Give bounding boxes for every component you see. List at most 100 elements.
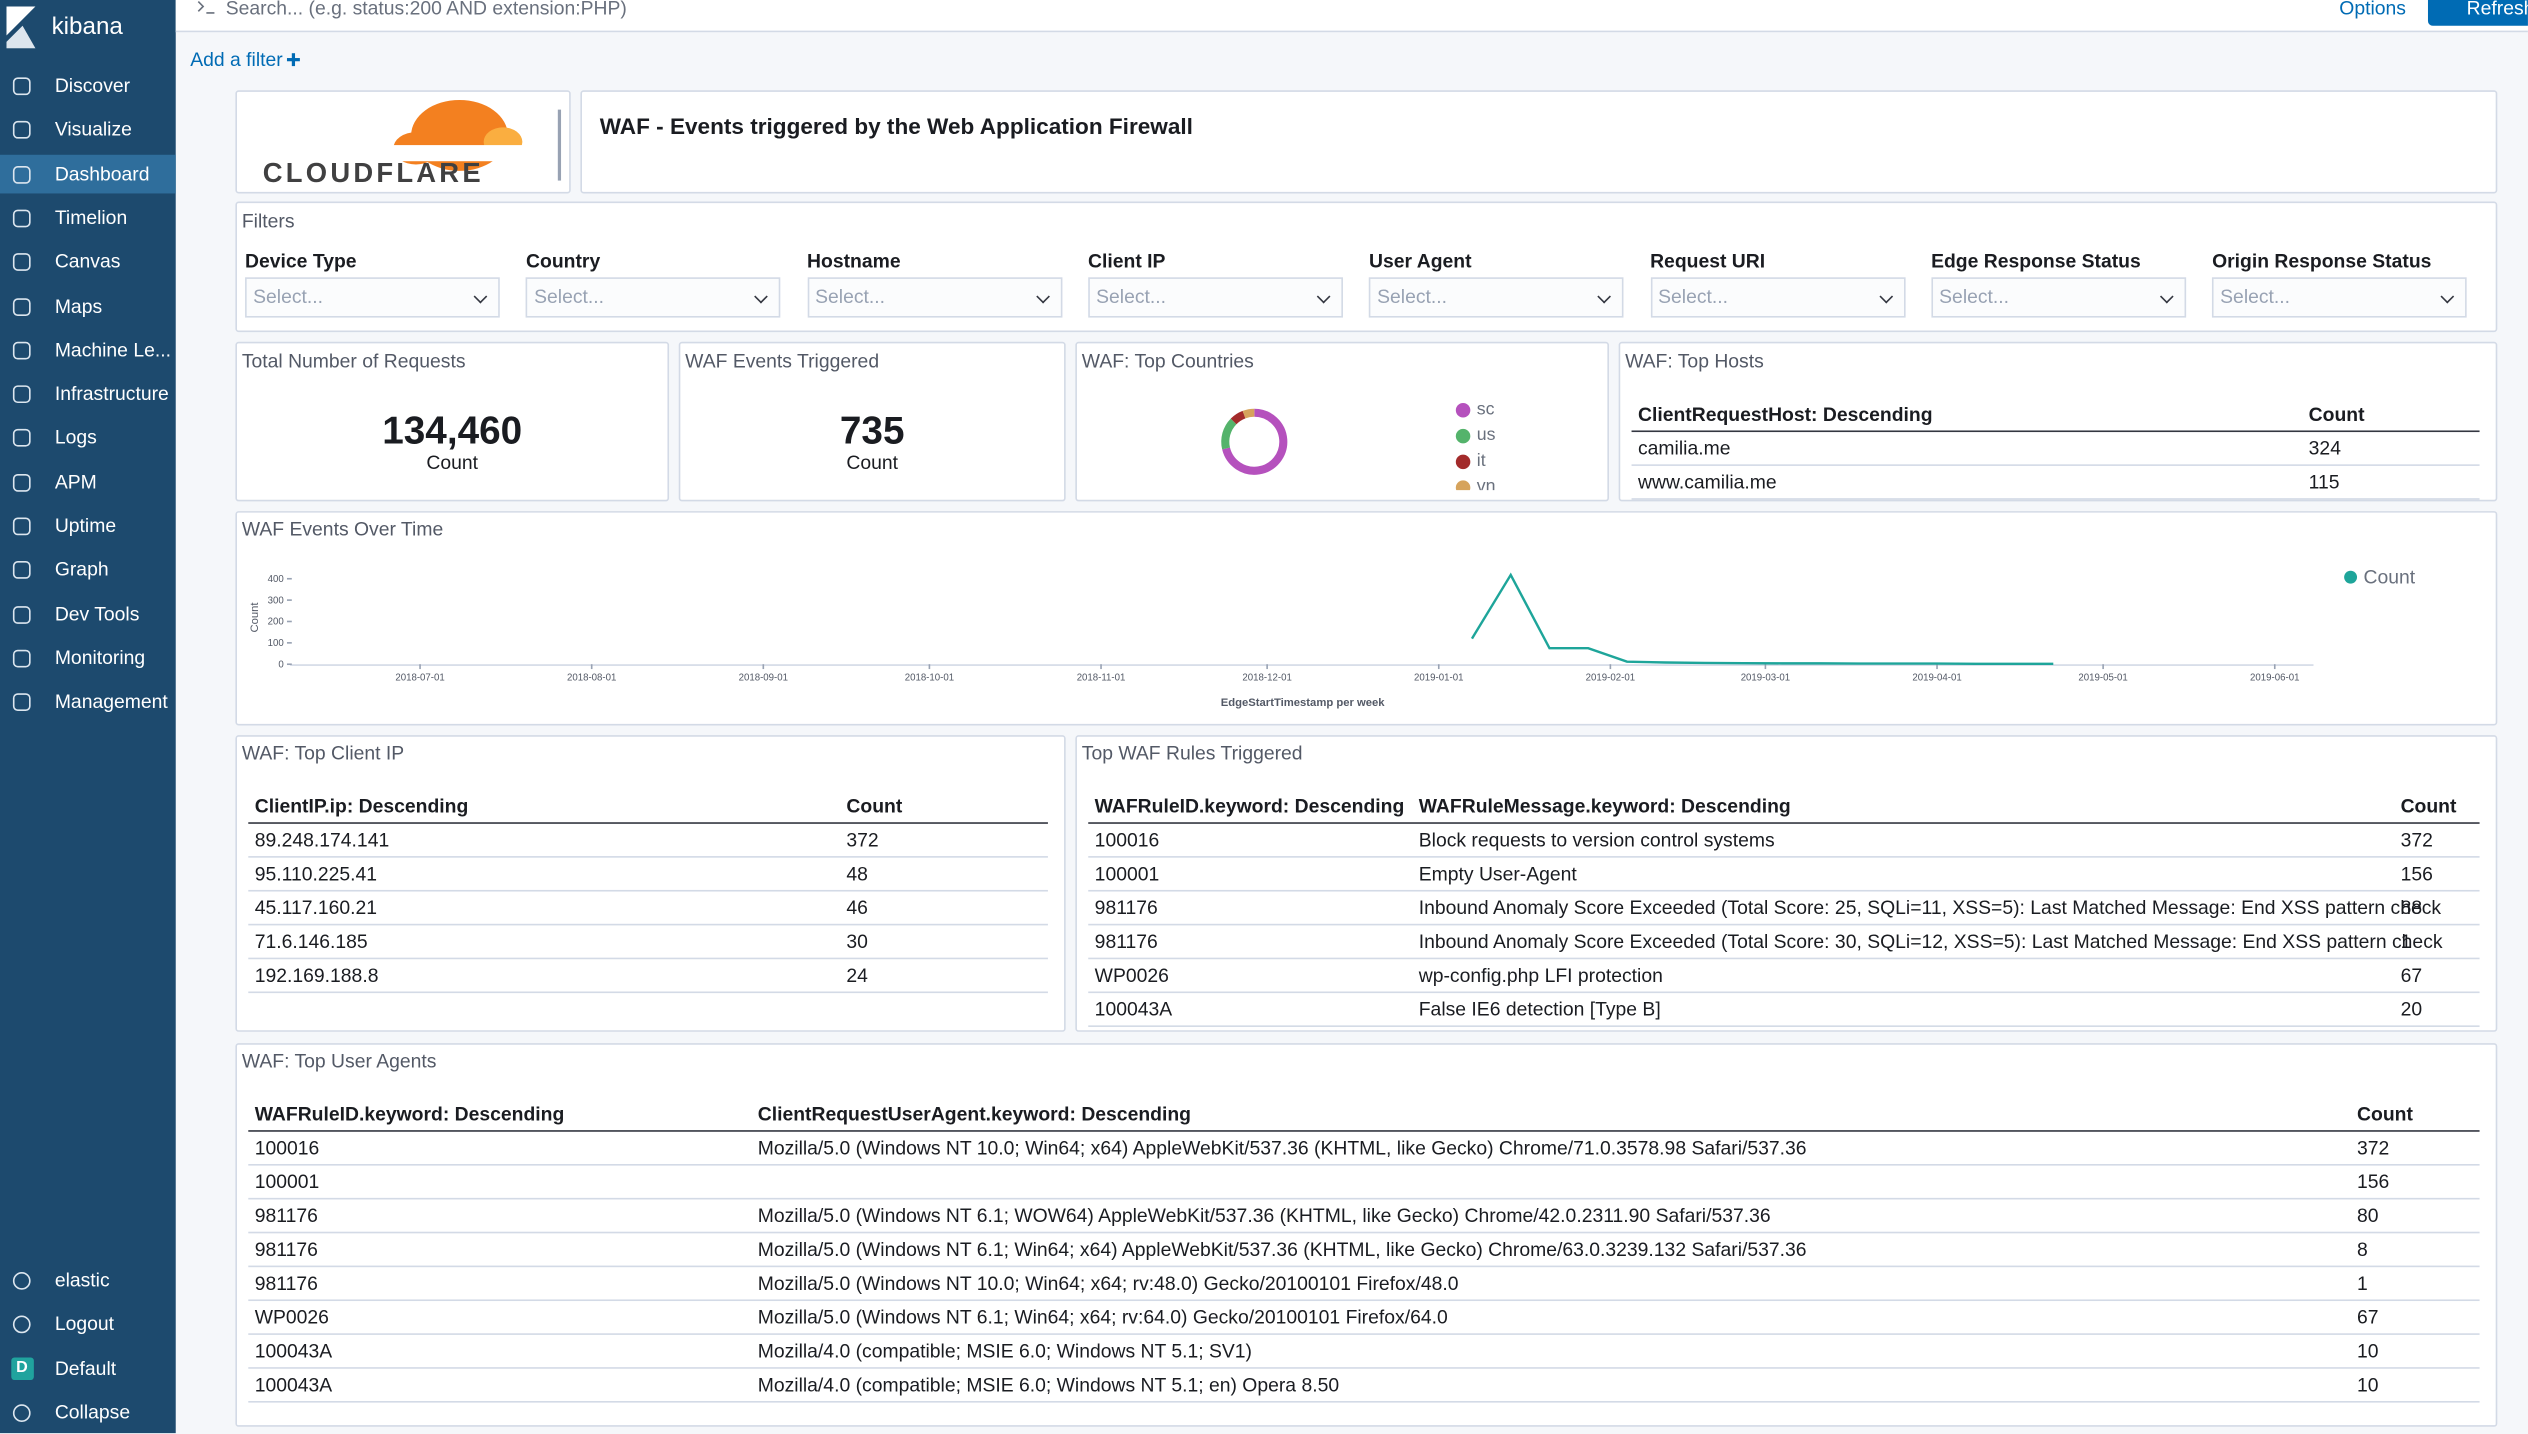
options-link[interactable]: Options: [2339, 0, 2406, 20]
add-filter[interactable]: Add a filter: [190, 48, 283, 71]
nav-icon: [12, 517, 31, 536]
table-header[interactable]: WAFRuleID.keyword: Descending: [1094, 794, 1405, 818]
table-header[interactable]: ClientRequestUserAgent.keyword: Descendi…: [757, 1102, 1191, 1126]
table-header[interactable]: Count: [846, 794, 903, 818]
filter-select[interactable]: [526, 277, 781, 318]
events-panel: [235, 511, 2498, 726]
nav-item[interactable]: Visualize: [54, 118, 132, 141]
filter-select[interactable]: [1931, 277, 2186, 318]
table-cell: Inbound Anomaly Score Exceeded (Total Sc…: [1418, 896, 2442, 919]
nav-item[interactable]: Machine Le...: [54, 338, 171, 361]
table-header[interactable]: Count: [2308, 403, 2365, 426]
table-cell: 100043A: [254, 1339, 333, 1363]
table-header[interactable]: ClientRequestHost: Descending: [1637, 403, 1933, 426]
metric-panel: [235, 341, 670, 502]
nav-item[interactable]: APM: [54, 470, 97, 493]
legend-label[interactable]: Count: [2363, 565, 2416, 589]
footer-nav-item[interactable]: Default: [54, 1356, 117, 1380]
filter-select[interactable]: [245, 277, 500, 318]
nav-item[interactable]: Dashboard: [54, 162, 150, 185]
nav-item[interactable]: Discover: [54, 74, 131, 97]
filter-select[interactable]: [2212, 277, 2467, 318]
table-rule: [248, 1231, 2480, 1234]
table-cell: camilia.me: [1637, 436, 1731, 460]
metric-label: Count: [846, 451, 899, 474]
refresh-button[interactable]: Refresh: [2466, 0, 2528, 20]
metric-value: 735: [839, 409, 905, 454]
table-cell: 10: [2357, 1339, 2379, 1363]
title-panel: [580, 90, 2498, 194]
table-header[interactable]: Count: [2357, 1102, 2413, 1126]
filter-label: Hostname: [807, 249, 901, 273]
filter-label: Request URI: [1650, 249, 1766, 273]
legend-label[interactable]: sc: [1476, 399, 1495, 420]
search-input[interactable]: Search... (e.g. status:200 AND extension…: [225, 0, 627, 20]
filter-select[interactable]: [807, 277, 1062, 318]
filter-select[interactable]: [1650, 277, 1905, 318]
nav-item[interactable]: Infrastructure: [54, 382, 169, 405]
table-rule: [248, 856, 1048, 858]
footer-nav-item[interactable]: elastic: [54, 1268, 110, 1292]
kibana-logo: [6, 6, 36, 49]
nav-item[interactable]: Maps: [54, 294, 103, 317]
table-cell: 372: [2400, 828, 2433, 852]
table-cell: 156: [2400, 862, 2433, 886]
filter-placeholder: Select...: [534, 285, 605, 308]
table-rule: [1088, 889, 2480, 892]
table-header[interactable]: WAFRuleID.keyword: Descending: [254, 1102, 565, 1126]
table-cell: 100001: [254, 1170, 320, 1194]
table-cell: Mozilla/5.0 (Windows NT 6.1; WOW64) Appl…: [757, 1204, 1771, 1227]
table-cell: 30: [846, 930, 868, 953]
legend-label[interactable]: us: [1476, 425, 1496, 445]
filter-label: Edge Response Status: [1931, 249, 2141, 273]
nav-icon: [12, 297, 31, 316]
legend-label[interactable]: vn: [1476, 477, 1496, 491]
filter-label: Origin Response Status: [2212, 249, 2432, 273]
table-cell: Empty User-Agent: [1418, 862, 1577, 886]
table-cell: 100016: [1094, 828, 1160, 852]
user-agents-panel: [235, 1043, 2498, 1427]
nav-item[interactable]: Dev Tools: [54, 602, 140, 625]
filter-placeholder: Select...: [2220, 285, 2291, 308]
filter-placeholder: Select...: [1658, 285, 1729, 308]
metric-panel: [678, 341, 1066, 502]
table-header[interactable]: Count: [2400, 794, 2457, 818]
nav-icon: [12, 121, 31, 140]
table-cell: 8: [2357, 1238, 2368, 1261]
table-cell: 372: [2357, 1136, 2390, 1160]
table-rule: [248, 1265, 2480, 1268]
nav-icon: [12, 209, 31, 228]
nav-item[interactable]: Graph: [54, 558, 109, 581]
table-rule: [1631, 464, 2480, 466]
table-cell: Mozilla/5.0 (Windows NT 10.0; Win64; x64…: [757, 1136, 1807, 1160]
client-ip-panel: [235, 735, 1066, 1032]
nav-item[interactable]: Canvas: [54, 250, 121, 273]
table-cell: www.camilia.me: [1637, 470, 1777, 494]
footer-nav-item[interactable]: Logout: [54, 1312, 114, 1336]
filter-select[interactable]: [1369, 277, 1624, 318]
nav-item[interactable]: Management: [54, 690, 168, 713]
nav-item[interactable]: Logs: [54, 426, 97, 449]
table-cell: 100043A: [254, 1373, 333, 1397]
nav-item[interactable]: Timelion: [54, 206, 128, 229]
table-cell: 115: [2308, 470, 2340, 494]
footer-nav-item[interactable]: Collapse: [54, 1400, 131, 1424]
table-header[interactable]: ClientIP.ip: Descending: [254, 794, 469, 818]
filter-select[interactable]: [1088, 277, 1343, 318]
legend-label[interactable]: it: [1476, 451, 1486, 471]
space-badge: D: [16, 1358, 28, 1377]
table-rule: [248, 889, 1048, 892]
nav-item[interactable]: Uptime: [54, 514, 117, 537]
nav-icon: [12, 473, 31, 492]
add-filter-plus-v: [291, 53, 296, 67]
refresh-button-bg[interactable]: [2427, 0, 2528, 26]
filter-label: Client IP: [1088, 249, 1166, 273]
table-cell: 981176: [254, 1204, 318, 1227]
table-header[interactable]: WAFRuleMessage.keyword: Descending: [1418, 794, 1791, 818]
panel-title: WAF Events Triggered: [685, 349, 880, 373]
panel-title: Filters: [241, 209, 295, 233]
nav-item[interactable]: Monitoring: [54, 646, 146, 669]
table-cell: Inbound Anomaly Score Exceeded (Total Sc…: [1418, 930, 2443, 953]
nav-icon: [12, 605, 31, 624]
